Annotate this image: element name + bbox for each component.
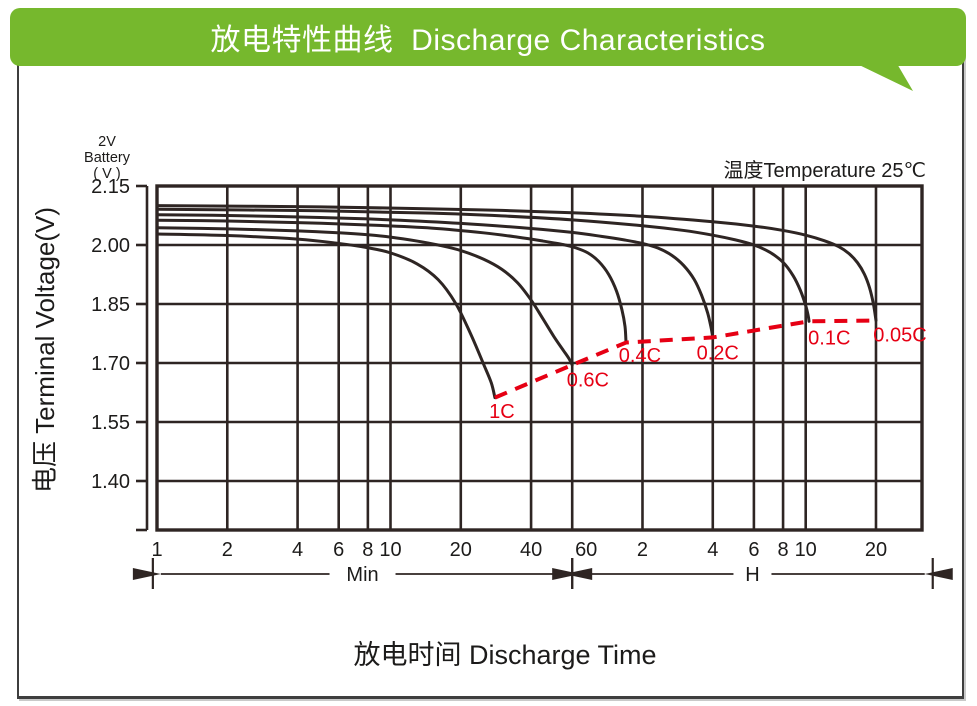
x-tick-label: 4	[707, 539, 718, 561]
page-title: 放电特性曲线 Discharge Characteristics	[210, 24, 766, 57]
x-tick-label: 6	[333, 539, 344, 561]
y-tick-label: 1.85	[91, 294, 130, 316]
battery-unit-note-line1: 2V	[98, 134, 116, 150]
arrowhead-icon	[924, 568, 953, 580]
rate-label-0.2C: 0.2C	[697, 342, 739, 364]
speech-bubble-tail-icon	[853, 62, 913, 91]
time-unit-arrows: Min H	[132, 558, 953, 589]
y-tick-label: 1.55	[91, 412, 130, 434]
tick-and-rate-labels: 2.152.001.851.701.551.401 2 4 6 8 10 20 40 60 2 4 6…	[91, 176, 927, 561]
x-tick-label: 10	[379, 539, 401, 561]
arrowhead-icon	[132, 568, 161, 580]
x-tick-label: 1	[151, 539, 162, 561]
rate-label-0.05C: 0.05C	[873, 324, 926, 346]
discharge-curve-0.05C	[155, 204, 878, 323]
y-axis-bracket	[136, 184, 149, 532]
plot-border	[155, 184, 924, 532]
x-axis-title: 放电时间 Discharge Time	[353, 640, 656, 670]
x-tick-label: 2	[637, 539, 648, 561]
discharge-curves	[155, 204, 878, 400]
y-tick-label: 1.70	[91, 353, 130, 375]
discharge-curve-0.1C	[155, 207, 811, 323]
title-banner: 放电特性曲线 Discharge Characteristics	[10, 8, 966, 66]
x-tick-label: 20	[450, 539, 472, 561]
y-tick-label: 1.40	[91, 471, 130, 493]
temperature-note: 温度Temperature 25℃	[723, 159, 926, 182]
y-tick-label: 2.15	[91, 176, 130, 198]
discharge-curve-1C	[155, 232, 497, 400]
x-tick-label: 4	[292, 539, 303, 561]
y-axis-title: 电压 Terminal Voltage(V)	[30, 207, 60, 493]
x-tick-label: 20	[865, 539, 887, 561]
x-tick-label: 40	[520, 539, 542, 561]
battery-unit-note-line3: ( V )	[93, 166, 120, 182]
discharge-curve-0.2C	[155, 213, 715, 339]
battery-unit-note-line2: Battery	[84, 150, 131, 166]
discharge-curve-0.4C	[155, 218, 628, 345]
rate-label-0.4C: 0.4C	[619, 345, 661, 367]
x-tick-label: 8	[362, 539, 373, 561]
rate-label-0.6C: 0.6C	[567, 370, 609, 392]
rate-label-1C: 1C	[489, 401, 515, 423]
arrowhead-icon	[552, 568, 581, 580]
discharge-curve-0.6C	[155, 226, 574, 367]
cutoff-voltage-dashed-line	[494, 318, 877, 400]
x-tick-label: 6	[748, 539, 759, 561]
cutoff-envelope	[494, 318, 877, 400]
time-unit-label-H: H	[745, 564, 759, 586]
y-tick-label: 2.00	[91, 235, 130, 257]
x-tick-label: 60	[575, 539, 597, 561]
rate-label-0.1C: 0.1C	[808, 327, 850, 349]
time-unit-label-Min: Min	[346, 564, 378, 586]
plot-grid	[155, 184, 924, 532]
x-tick-label: 8	[778, 539, 789, 561]
x-tick-label: 10	[795, 539, 817, 561]
x-tick-label: 2	[222, 539, 233, 561]
